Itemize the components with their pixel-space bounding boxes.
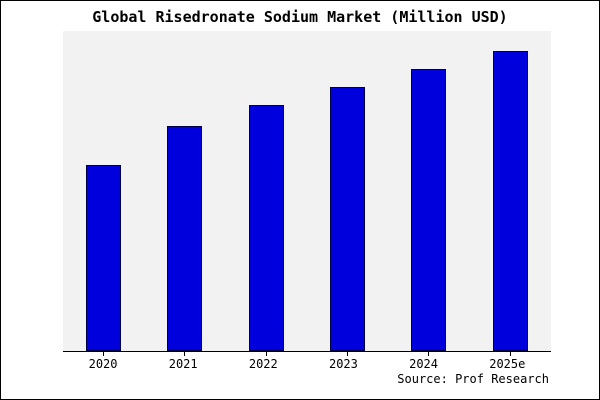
x-tick-label-2023: 2023: [328, 357, 358, 371]
plot-area: [63, 31, 551, 352]
bars-container: [63, 31, 551, 351]
x-tick-label-2022: 2022: [248, 357, 278, 371]
axis-tick: [509, 352, 511, 356]
bar-slot: [492, 31, 528, 351]
bar-slot: [330, 31, 366, 351]
source-text: Source: Prof Research: [397, 372, 549, 386]
x-axis-labels: 2020 2021 2022 2023 2024 2025e: [63, 357, 551, 371]
chart-title: Global Risedronate Sodium Market (Millio…: [92, 8, 508, 26]
axis-tick: [265, 352, 267, 356]
x-tick-label-2020: 2020: [88, 357, 118, 371]
axis-tick: [103, 352, 105, 356]
bar-slot: [248, 31, 284, 351]
x-tick-label-2021: 2021: [168, 357, 198, 371]
bar-2025e: [492, 51, 528, 351]
axis-tick: [347, 352, 349, 356]
bar-2020: [86, 165, 122, 351]
bar-2023: [330, 87, 366, 351]
axis-tick: [428, 352, 430, 356]
bar-slot: [411, 31, 447, 351]
bar-2024: [411, 69, 447, 351]
bar-slot: [167, 31, 203, 351]
axis-tick: [184, 352, 186, 356]
bar-2022: [248, 105, 284, 351]
bar-slot: [86, 31, 122, 351]
x-tick-label-2024: 2024: [409, 357, 439, 371]
x-tick-label-2025e: 2025e: [489, 357, 526, 371]
bar-2021: [167, 126, 203, 351]
x-axis-ticks: [63, 352, 551, 356]
